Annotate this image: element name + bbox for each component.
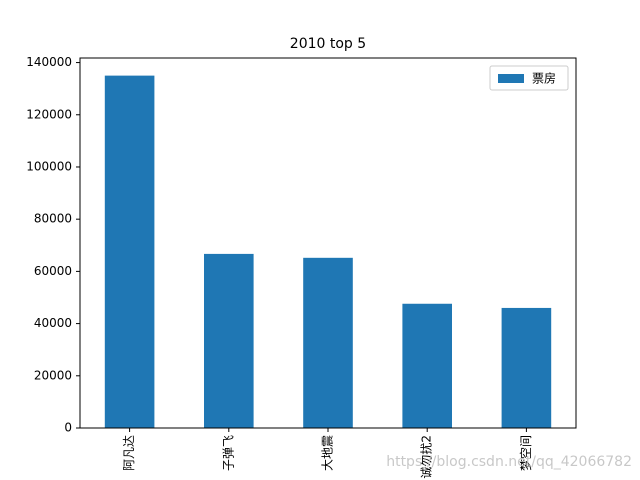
legend-box — [489, 65, 569, 91]
bar — [402, 303, 452, 428]
x-tick-label: 诚勿扰2 — [420, 435, 434, 479]
x-tick-label: 大地震 — [321, 435, 335, 471]
bar — [104, 75, 155, 428]
y-tick-label: 120000 — [26, 107, 72, 121]
chart-title: 2010 top 5 — [290, 36, 366, 52]
y-tick-label: 80000 — [34, 212, 72, 226]
legend-swatch — [498, 74, 524, 83]
y-tick-label: 40000 — [34, 316, 72, 330]
plot-frame — [79, 57, 577, 429]
watermark: https://blog.csdn.net/qq_42066782 — [386, 454, 632, 470]
y-tick-label: 100000 — [26, 159, 72, 173]
x-tick-label: 子弹飞 — [221, 435, 235, 471]
x-tick-label: 阿凡达 — [122, 435, 136, 471]
x-tick-label: 梦空间 — [519, 435, 533, 471]
y-tick-label: 20000 — [34, 368, 72, 382]
y-tick-label: 140000 — [26, 55, 72, 69]
bar — [204, 253, 254, 428]
bar — [501, 307, 552, 428]
y-tick-label: 60000 — [34, 264, 72, 278]
y-tick-label: 0 — [64, 421, 72, 435]
bar — [303, 257, 353, 428]
legend-label: 票房 — [532, 71, 556, 86]
